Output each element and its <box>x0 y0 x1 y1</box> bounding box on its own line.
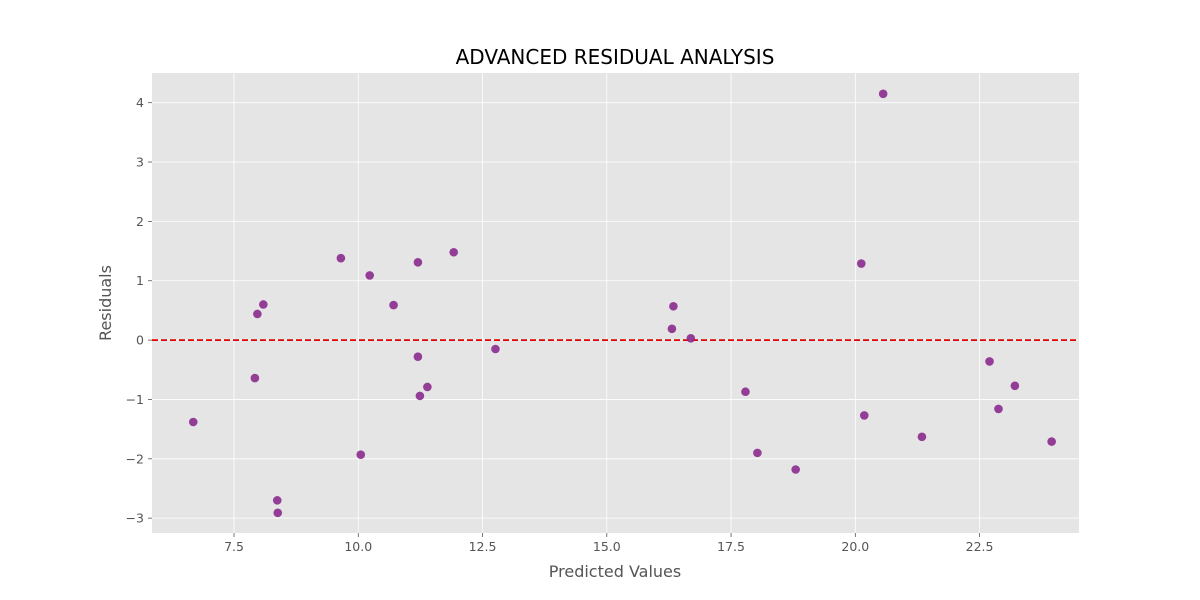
data-point <box>413 258 423 267</box>
data-point <box>753 448 762 458</box>
data-point <box>741 387 750 397</box>
y-tick-label: 2 <box>136 214 144 229</box>
x-tick-label: 7.5 <box>224 539 244 554</box>
data-point <box>415 391 425 401</box>
chart-title: ADVANCED RESIDUAL ANALYSIS <box>456 45 775 69</box>
y-tick-label: −3 <box>126 511 144 526</box>
y-axis-label: Residuals <box>96 265 115 341</box>
x-axis-ticks: 7.5 10.0 12.5 15.0 17.5 20.0 22.5 <box>224 533 994 554</box>
data-point <box>491 344 500 354</box>
plot-background <box>152 73 1079 533</box>
data-point <box>188 417 198 427</box>
data-point <box>259 300 268 309</box>
y-tick-label: 0 <box>136 333 144 348</box>
y-tick-label: 1 <box>136 273 144 288</box>
y-tick-label: −2 <box>126 451 144 466</box>
data-point <box>272 496 282 505</box>
data-point <box>917 432 927 442</box>
data-point <box>389 300 398 310</box>
x-tick-label: 15.0 <box>593 539 621 554</box>
x-tick-label: 22.5 <box>966 539 994 554</box>
data-point <box>1047 437 1056 446</box>
x-axis-label: Predicted Values <box>549 562 681 581</box>
data-point <box>994 404 1003 414</box>
y-tick-label: −1 <box>126 392 144 407</box>
data-point <box>856 259 866 268</box>
scatter-points <box>188 89 1056 518</box>
y-tick-label: 3 <box>136 155 144 170</box>
data-point <box>365 271 375 280</box>
x-tick-label: 17.5 <box>717 539 745 554</box>
data-point <box>686 334 696 343</box>
data-point <box>356 450 366 459</box>
data-point <box>878 89 888 99</box>
y-axis-ticks: −3 −2 −1 0 1 2 3 4 <box>126 95 152 526</box>
data-point <box>336 253 346 263</box>
data-point <box>449 247 459 257</box>
y-tick-label: 4 <box>136 95 144 110</box>
data-point <box>250 373 260 383</box>
data-point <box>669 301 678 311</box>
data-point <box>791 465 800 474</box>
data-point <box>413 352 423 362</box>
data-point <box>859 411 869 420</box>
x-tick-label: 10.0 <box>344 539 372 554</box>
data-point <box>273 508 283 518</box>
data-point <box>423 382 432 392</box>
x-tick-label: 20.0 <box>841 539 869 554</box>
data-point <box>667 324 677 334</box>
x-tick-label: 12.5 <box>469 539 497 554</box>
data-point <box>985 357 994 366</box>
data-point <box>1010 381 1020 391</box>
data-point <box>253 309 262 319</box>
